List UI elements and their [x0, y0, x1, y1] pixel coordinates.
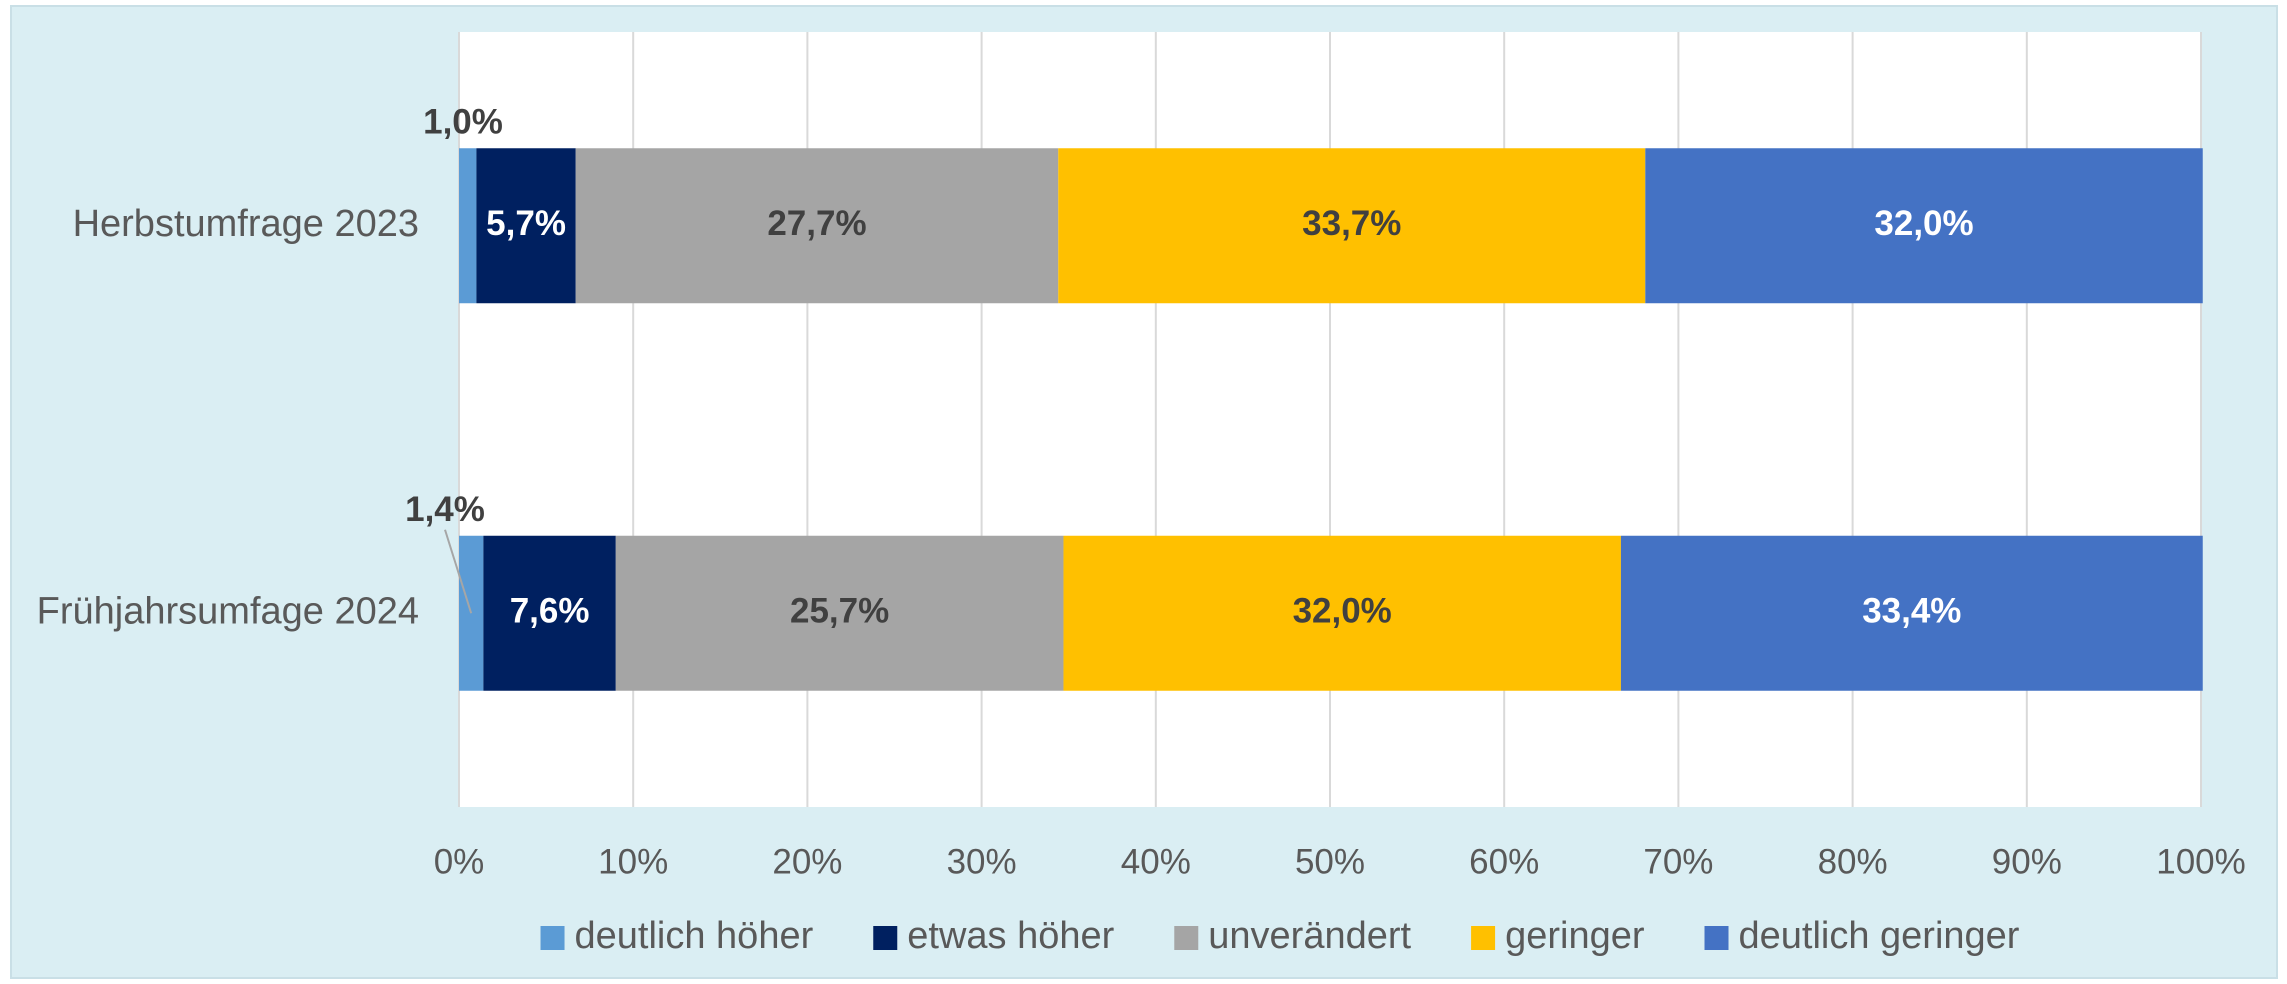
bar-segment — [1620, 535, 2203, 691]
x-tick-label: 20% — [772, 842, 842, 881]
x-tick-label: 70% — [1643, 842, 1713, 881]
y-tick-label: Herbstumfrage 2023 — [73, 203, 419, 245]
x-tick-label: 10% — [598, 842, 668, 881]
x-tick-label: 100% — [2156, 842, 2246, 881]
x-tick-label: 40% — [1121, 842, 1191, 881]
legend-label: etwas höher — [907, 915, 1114, 957]
bar-segment — [1645, 148, 2203, 304]
legend-label: deutlich höher — [575, 915, 814, 957]
legend-label: unverändert — [1208, 915, 1411, 957]
legend-swatch — [873, 926, 898, 950]
bar-segment — [615, 535, 1064, 691]
legend-swatch — [1471, 926, 1496, 950]
bar-segment — [459, 148, 477, 304]
x-tick-label: 50% — [1295, 842, 1365, 881]
x-tick-label: 0% — [434, 842, 485, 881]
leader-line — [444, 529, 473, 614]
data-label: 33,7% — [1302, 204, 1401, 243]
bar-segment — [575, 148, 1059, 304]
data-label: 32,0% — [1293, 592, 1392, 631]
bar-segment — [483, 535, 616, 691]
y-tick-label: Frühjahrsumfage 2024 — [37, 590, 419, 632]
legend-swatch — [1174, 926, 1199, 950]
legend-swatch — [1704, 926, 1729, 950]
x-tick-label: 60% — [1469, 842, 1539, 881]
data-label: 1,4% — [405, 490, 485, 529]
bar-segment — [1063, 535, 1621, 691]
data-label: 1,0% — [423, 103, 503, 142]
data-label: 5,7% — [486, 204, 566, 243]
x-tick-label: 30% — [947, 842, 1017, 881]
bar-segment — [476, 148, 576, 304]
legend-swatch — [540, 926, 565, 950]
data-label: 32,0% — [1874, 204, 1973, 243]
data-label: 27,7% — [767, 204, 866, 243]
data-label: 7,6% — [510, 592, 590, 631]
legend-label: geringer — [1505, 915, 1645, 957]
legend-label: deutlich geringer — [1739, 915, 2020, 957]
x-tick-label: 90% — [1992, 842, 2062, 881]
x-tick-label: 80% — [1818, 842, 1888, 881]
bar-segment — [1058, 148, 1646, 304]
data-label: 33,4% — [1862, 592, 1961, 631]
data-label: 25,7% — [790, 592, 889, 631]
